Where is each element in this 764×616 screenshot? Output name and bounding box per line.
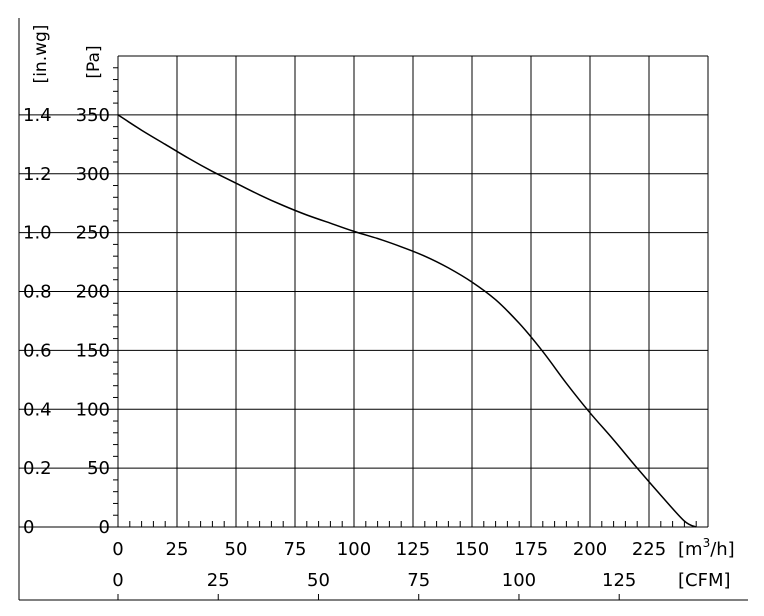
y-tick-labels: 0 50 100 150 200 250 300 350 xyxy=(76,105,110,538)
y2-tick-label: 0.8 xyxy=(23,282,52,303)
y-tick-label: 350 xyxy=(76,105,110,126)
x2-tick-label: 25 xyxy=(207,570,230,591)
x-tick-label: 150 xyxy=(455,539,489,560)
y-tick-label: 100 xyxy=(76,399,110,420)
grid-lines xyxy=(19,55,709,528)
x-tick-label: 100 xyxy=(337,539,371,560)
x-tick-label: 125 xyxy=(396,539,430,560)
y2-tick-label: 0.4 xyxy=(23,399,52,420)
y2-tick-labels: 0 0.2 0.4 0.6 0.8 1.0 1.2 1.4 xyxy=(23,105,52,538)
y-tick-label: 50 xyxy=(87,458,110,479)
x2-tick-labels: 0 25 50 75 100 125 xyxy=(112,570,636,591)
x2-tick-label: 100 xyxy=(502,570,536,591)
x-tick-label: 50 xyxy=(225,539,248,560)
x-tick-label: 75 xyxy=(284,539,307,560)
x2-axis-label: [CFM] xyxy=(678,570,731,591)
x-tick-label: 25 xyxy=(166,539,189,560)
y-tick-label: 250 xyxy=(76,223,110,244)
y2-tick-label: 0.2 xyxy=(23,458,52,479)
y-tick-label: 150 xyxy=(76,340,110,361)
y2-axis-label: [in.wg] xyxy=(31,25,51,84)
x-tick-label: 0 xyxy=(112,539,123,560)
x2-tick-label: 75 xyxy=(407,570,430,591)
y2-tick-label: 1.2 xyxy=(23,164,52,185)
x-axis-label: [m3/h] xyxy=(678,536,735,560)
x-tick-labels: 0 25 50 75 100 125 150 175 200 225 xyxy=(112,539,666,560)
y-tick-label: 300 xyxy=(76,164,110,185)
x2-tick-marks xyxy=(117,594,620,600)
x2-tick-label: 125 xyxy=(602,570,636,591)
x-tick-label: 225 xyxy=(632,539,666,560)
x-tick-label: 175 xyxy=(514,539,548,560)
y2-tick-label: 1.0 xyxy=(23,223,52,244)
y2-tick-label: 0 xyxy=(23,517,34,538)
x2-tick-label: 0 xyxy=(112,570,123,591)
series-line xyxy=(117,114,697,528)
y2-tick-label: 1.4 xyxy=(23,105,52,126)
y-tick-label: 0 xyxy=(99,517,110,538)
y-tick-label: 200 xyxy=(76,282,110,303)
minor-ticks xyxy=(113,67,697,527)
y-axis-label: [Pa] xyxy=(84,45,104,78)
x-tick-label: 200 xyxy=(573,539,607,560)
y2-tick-label: 0.6 xyxy=(23,340,52,361)
x2-tick-label: 50 xyxy=(307,570,330,591)
